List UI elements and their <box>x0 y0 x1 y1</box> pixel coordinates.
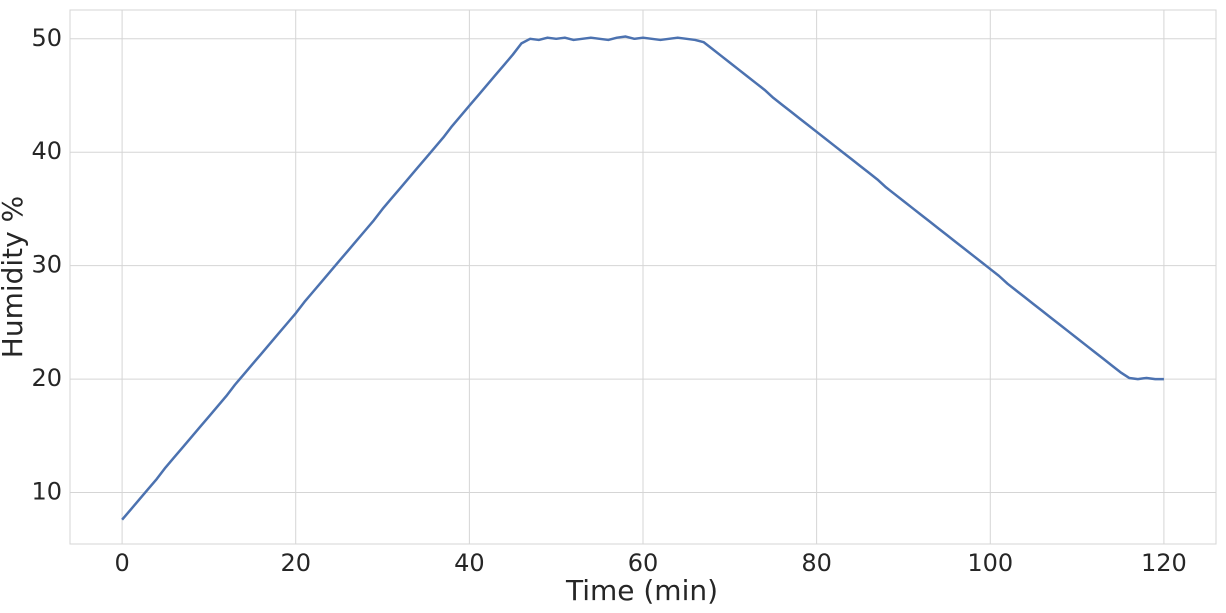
x-tick-label: 100 <box>967 549 1013 577</box>
data-line <box>121 35 1164 521</box>
x-axis-label: Time (min) <box>565 574 718 607</box>
y-tick-label: 20 <box>31 364 62 392</box>
x-tick-label: 0 <box>114 549 129 577</box>
x-tick-label: 80 <box>801 549 832 577</box>
y-axis-label: Humidity % <box>0 196 29 358</box>
y-tick-label: 30 <box>31 251 62 279</box>
x-tick-label: 120 <box>1141 549 1187 577</box>
plot-frame <box>69 9 1217 545</box>
y-tick-label: 40 <box>31 137 62 165</box>
x-tick-label: 60 <box>628 549 659 577</box>
x-tick-label: 40 <box>454 549 485 577</box>
y-tick-label: 10 <box>31 478 62 506</box>
y-tick-label: 50 <box>31 24 62 52</box>
x-tick-label: 20 <box>280 549 311 577</box>
